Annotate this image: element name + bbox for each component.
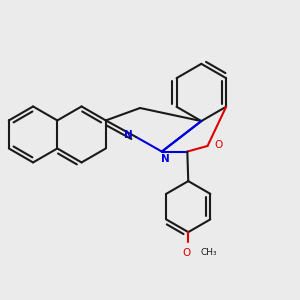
Text: O: O — [183, 248, 191, 258]
Text: CH₃: CH₃ — [200, 248, 217, 257]
Text: O: O — [214, 140, 223, 150]
Text: N: N — [160, 154, 169, 164]
Text: N: N — [124, 130, 133, 140]
